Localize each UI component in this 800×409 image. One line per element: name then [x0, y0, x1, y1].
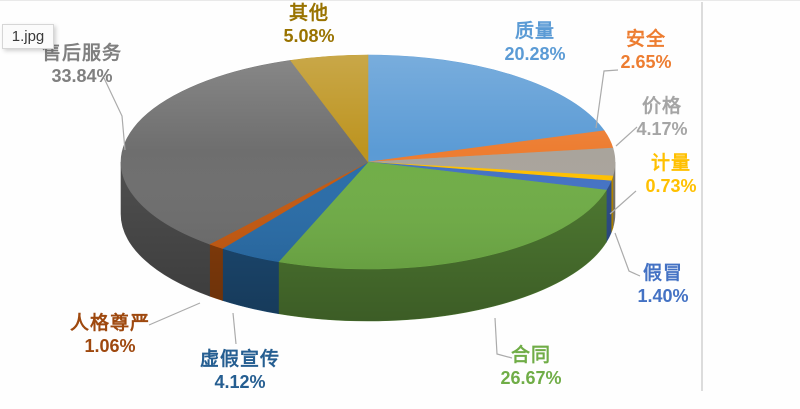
file-tab-label: 1.jpg — [11, 28, 45, 45]
page-top-border — [0, 0, 800, 1]
leader-line-counterfeit — [614, 232, 641, 277]
leader-line-contract — [494, 317, 513, 359]
file-tab[interactable]: 1.jpg — [2, 24, 54, 49]
leader-line-false-advertising — [232, 312, 237, 345]
leader-line-measurement — [609, 190, 637, 215]
pie-wall-shading — [121, 162, 615, 321]
page-divider — [701, 2, 703, 391]
leader-line-after-sales-service — [103, 77, 126, 151]
leader-line-price — [615, 126, 638, 147]
leader-line-personal-dignity — [148, 302, 201, 326]
leader-line-safety — [595, 69, 619, 129]
pie-top-sheen — [121, 55, 615, 269]
